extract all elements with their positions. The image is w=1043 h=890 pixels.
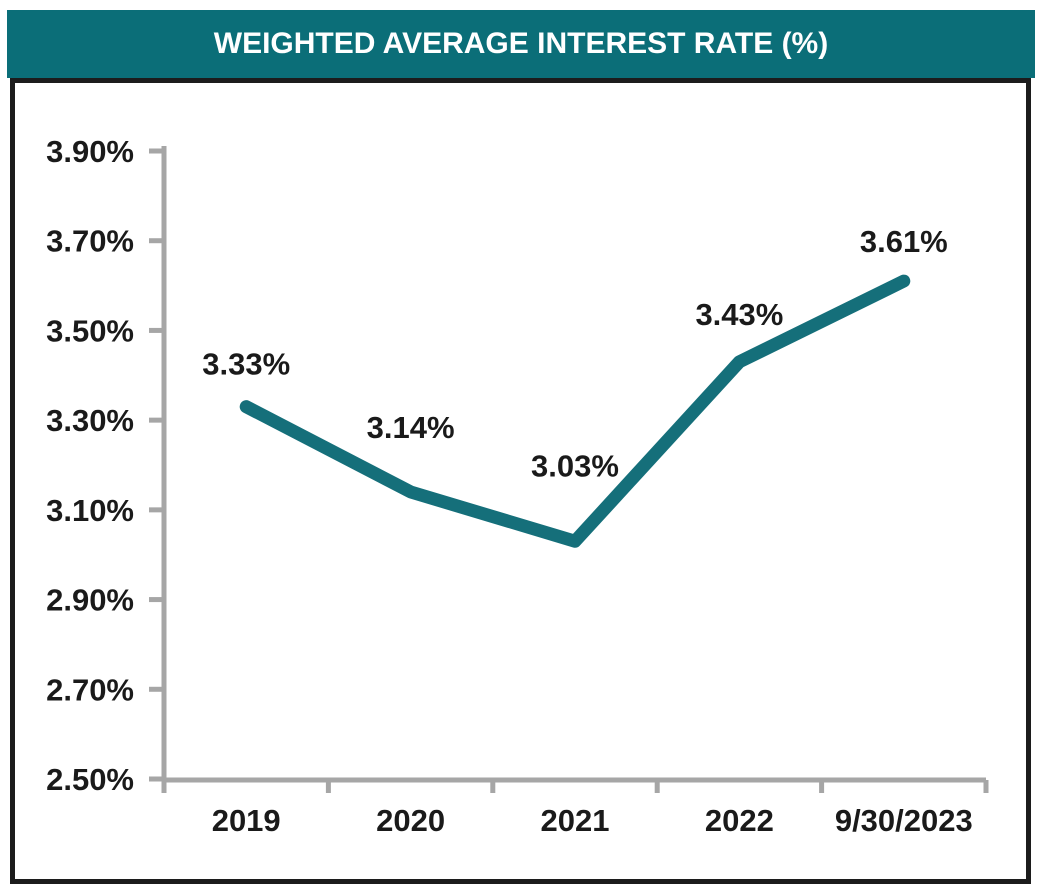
- chart-title-banner: WEIGHTED AVERAGE INTEREST RATE (%): [7, 10, 1035, 78]
- chart-frame: [10, 78, 1031, 884]
- chart-title: WEIGHTED AVERAGE INTEREST RATE (%): [213, 27, 829, 60]
